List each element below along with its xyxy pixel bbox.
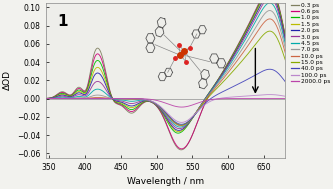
X-axis label: Wavelength / nm: Wavelength / nm	[127, 177, 204, 186]
Y-axis label: ΔOD: ΔOD	[3, 70, 12, 90]
Legend: 0.3 ps, 0.6 ps, 1.0 ps, 1.5 ps, 2.0 ps, 3.0 ps, 4.5 ps, 7.0 ps, 10.0 ps, 15.0 ps: 0.3 ps, 0.6 ps, 1.0 ps, 1.5 ps, 2.0 ps, …	[291, 3, 330, 84]
Text: 1: 1	[58, 14, 68, 29]
